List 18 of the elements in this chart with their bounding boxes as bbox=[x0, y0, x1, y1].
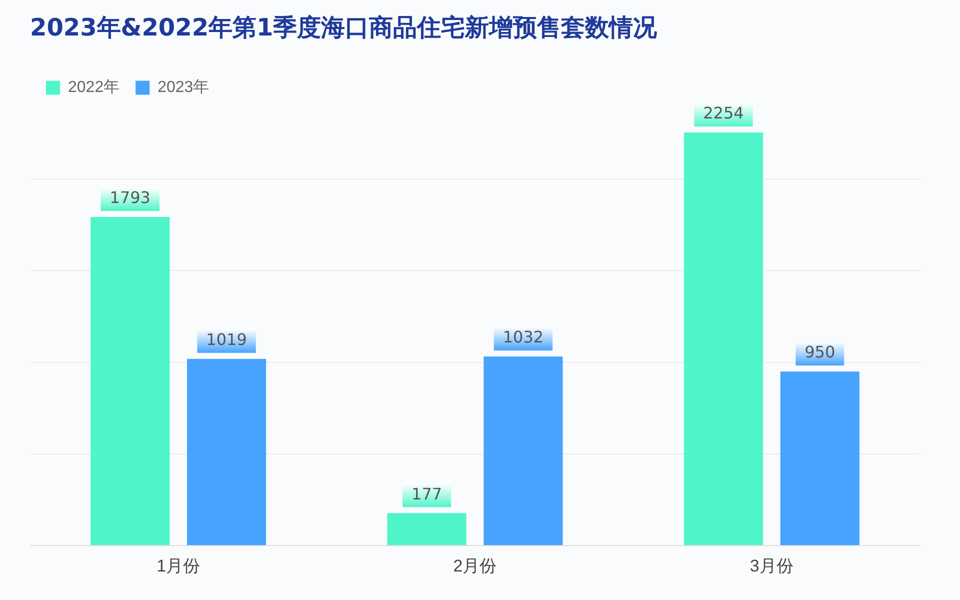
legend-label: 2023年 bbox=[158, 79, 210, 96]
data-label: 950 bbox=[804, 342, 836, 362]
x-tick-label: 3月份 bbox=[750, 556, 794, 576]
chart-title: 2023年&2022年第1季度海口商品住宅新增预售套数情况 bbox=[30, 14, 658, 42]
data-label: 1019 bbox=[206, 330, 247, 350]
x-tick-label: 2月份 bbox=[453, 556, 497, 576]
data-label: 177 bbox=[412, 484, 442, 504]
bar bbox=[484, 356, 563, 546]
legend-label: 2022年 bbox=[68, 79, 120, 96]
bar bbox=[90, 217, 170, 546]
data-label: 1793 bbox=[110, 188, 150, 208]
bar bbox=[387, 513, 466, 546]
bar bbox=[684, 132, 763, 546]
x-tick-label: 1月份 bbox=[156, 556, 200, 576]
bar bbox=[187, 358, 266, 546]
data-label: 1032 bbox=[502, 328, 544, 347]
bar bbox=[780, 372, 860, 546]
data-label: 2254 bbox=[703, 104, 744, 123]
